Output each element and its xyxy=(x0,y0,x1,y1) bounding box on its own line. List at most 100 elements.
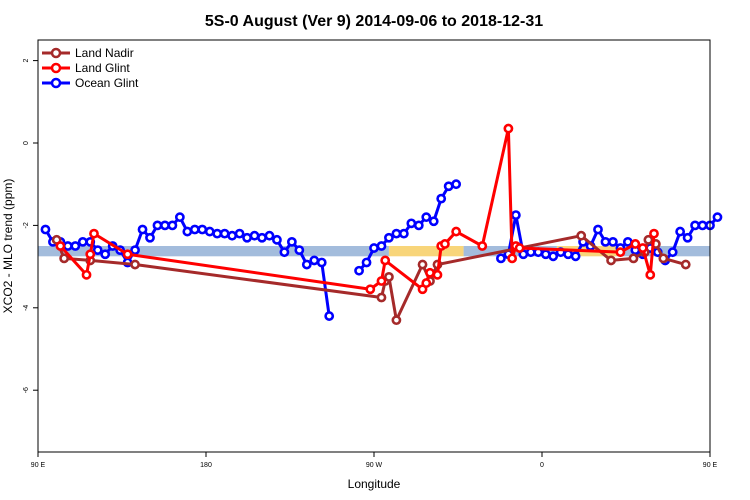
series-land-glint xyxy=(55,123,659,295)
data-point-ocean-glint xyxy=(249,230,260,241)
data-point-ocean-glint xyxy=(279,247,290,258)
data-point-ocean-glint xyxy=(421,212,432,223)
data-point-ocean-glint xyxy=(563,249,574,260)
data-point-ocean-glint xyxy=(189,224,200,235)
data-point-ocean-glint xyxy=(197,224,208,235)
data-point-ocean-glint xyxy=(160,220,170,231)
data-point-ocean-glint xyxy=(697,220,708,231)
series-layer xyxy=(40,123,723,326)
legend-item-land-nadir: Land Nadir xyxy=(42,46,134,60)
data-point-land-glint xyxy=(451,226,462,237)
data-point-ocean-glint xyxy=(690,220,700,231)
data-point-land-nadir xyxy=(680,259,691,270)
data-point-land-glint xyxy=(380,255,391,266)
data-point-ocean-glint xyxy=(309,255,320,266)
data-point-land-glint xyxy=(649,228,659,239)
data-point-ocean-glint xyxy=(622,236,633,247)
data-point-ocean-glint xyxy=(234,228,245,239)
data-point-ocean-glint xyxy=(227,230,238,241)
data-point-ocean-glint xyxy=(600,236,611,247)
data-point-land-glint xyxy=(440,239,450,249)
data-point-ocean-glint xyxy=(92,245,103,256)
x-tick-label: 90 W xyxy=(366,462,383,469)
data-point-ocean-glint xyxy=(264,230,275,241)
y-tick-label: -2 xyxy=(23,222,30,228)
legend-label-land-glint: Land Glint xyxy=(75,61,130,75)
data-point-ocean-glint xyxy=(428,216,439,227)
data-point-land-glint xyxy=(122,249,133,260)
data-point-land-glint xyxy=(425,267,435,278)
data-point-ocean-glint xyxy=(570,251,581,262)
data-point-ocean-glint xyxy=(257,232,267,243)
data-point-ocean-glint xyxy=(62,241,73,251)
data-point-ocean-glint xyxy=(413,220,424,231)
data-point-land-nadir xyxy=(130,259,140,270)
data-point-ocean-glint xyxy=(376,241,387,251)
data-point-land-glint xyxy=(514,243,525,253)
x-tick-label: 90 E xyxy=(703,462,718,469)
legend-item-land-glint: Land Glint xyxy=(42,61,130,75)
data-point-ocean-glint xyxy=(219,228,230,239)
data-point-land-nadir xyxy=(576,230,587,241)
data-point-ocean-glint xyxy=(145,232,155,243)
data-point-ocean-glint xyxy=(540,249,551,260)
data-point-land-glint xyxy=(55,241,66,251)
data-point-ocean-glint xyxy=(682,232,693,243)
data-point-ocean-glint xyxy=(204,226,215,237)
data-point-ocean-glint xyxy=(212,228,223,239)
data-point-ocean-glint xyxy=(294,245,305,256)
data-point-ocean-glint xyxy=(182,226,193,237)
legend-label-ocean-glint: Ocean Glint xyxy=(75,76,139,90)
data-point-land-nadir xyxy=(628,253,639,264)
data-point-ocean-glint xyxy=(174,212,185,223)
data-point-ocean-glint xyxy=(301,259,312,270)
data-point-ocean-glint xyxy=(451,179,462,190)
data-point-ocean-glint xyxy=(384,232,394,243)
data-point-land-nadir xyxy=(606,255,616,266)
data-point-land-glint xyxy=(81,269,92,280)
data-point-land-glint xyxy=(477,241,488,251)
y-tick-label: -6 xyxy=(23,387,30,393)
data-point-ocean-glint xyxy=(712,212,723,223)
band-segment-4 xyxy=(616,246,710,257)
y-tick-label: 2 xyxy=(23,59,30,63)
data-point-ocean-glint xyxy=(137,224,148,235)
data-point-land-glint xyxy=(630,239,641,249)
y-tick-label: 0 xyxy=(23,141,30,145)
data-point-ocean-glint xyxy=(593,224,603,235)
data-point-land-nadir xyxy=(376,292,387,303)
data-point-ocean-glint xyxy=(548,251,559,262)
data-point-ocean-glint xyxy=(406,218,417,229)
data-point-ocean-glint xyxy=(152,220,163,231)
data-point-land-nadir xyxy=(384,271,394,282)
data-point-ocean-glint xyxy=(496,253,506,264)
data-point-ocean-glint xyxy=(354,265,364,276)
data-point-ocean-glint xyxy=(436,193,447,204)
chart-title: 5S-0 August (Ver 9) 2014-09-06 to 2018-1… xyxy=(205,13,543,30)
data-point-land-nadir xyxy=(391,315,402,326)
data-point-ocean-glint xyxy=(398,228,409,239)
data-point-ocean-glint xyxy=(130,245,140,256)
data-point-ocean-glint xyxy=(272,234,282,245)
data-point-ocean-glint xyxy=(167,220,178,231)
data-point-land-glint xyxy=(376,276,387,286)
x-tick-label: 90 E xyxy=(31,462,46,469)
data-point-ocean-glint xyxy=(443,181,454,192)
x-tick-label: 0 xyxy=(540,462,544,469)
legend-marker-land-glint xyxy=(50,62,62,74)
x-axis: 90 E 180 90 W 0 90 E xyxy=(31,452,718,469)
data-point-ocean-glint xyxy=(40,224,51,235)
band-segment-1 xyxy=(388,246,464,257)
y-axis: 2 0 -2 -4 -6 xyxy=(23,59,38,393)
data-point-land-nadir xyxy=(658,253,669,264)
data-point-land-glint xyxy=(615,247,626,258)
data-point-land-glint xyxy=(645,269,656,280)
y-tick-label: -4 xyxy=(23,305,30,311)
band-segment-0 xyxy=(38,246,389,257)
data-point-ocean-glint xyxy=(369,243,379,253)
data-point-ocean-glint xyxy=(316,257,327,268)
data-point-land-glint xyxy=(85,249,96,260)
data-point-ocean-glint xyxy=(675,226,686,237)
data-point-ocean-glint xyxy=(510,210,521,220)
